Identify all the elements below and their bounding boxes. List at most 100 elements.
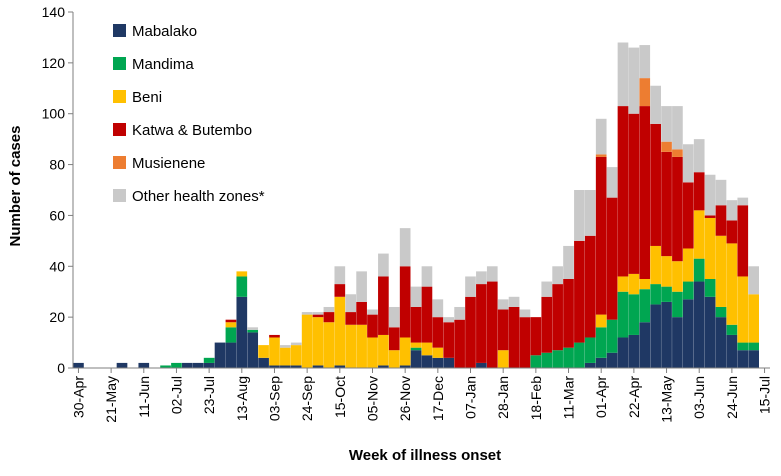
bar-segment-mandima-week-15: [236, 276, 248, 297]
bar-segment-katwa-butembo-week-30: [399, 266, 411, 338]
bar-segment-mabalako-week-49: [606, 352, 618, 368]
bar-segment-beni-week-27: [367, 337, 378, 368]
bar-segment-katwa-butembo-week-26: [356, 301, 367, 325]
bar-segment-beni-week-26: [356, 324, 367, 368]
bar-segment-other-health-zones-week-56: [682, 144, 694, 183]
legend-label: Other health zones*: [132, 188, 265, 205]
y-tick-label: 140: [42, 4, 66, 20]
bar-segment-mabalako-week-34: [443, 357, 455, 368]
bar-segment-other-health-zones-week-58: [704, 174, 716, 216]
bar-segment-katwa-butembo-week-37: [476, 284, 487, 363]
bar-segment-mabalako-week-14: [225, 342, 237, 368]
x-tick-label: 17-Dec: [430, 376, 446, 421]
bar-segment-mabalako-week-50: [617, 337, 629, 368]
bar-segment-mabalako-week-47: [584, 362, 596, 368]
bar-segment-mabalako-week-48: [595, 357, 607, 368]
bar-segment-beni-week-22: [312, 317, 324, 366]
legend-label: Mabalako: [132, 23, 197, 40]
bar-segment-mabalako-week-54: [661, 301, 672, 368]
bar-segment-beni-week-21: [301, 314, 313, 368]
bar-segment-katwa-butembo-week-24: [334, 284, 346, 297]
bar-segment-mabalako-week-13: [214, 342, 226, 368]
bar-segment-katwa-butembo-week-60: [726, 220, 738, 244]
axes-group: 0 20 40 60 80 100 120 140 30-Apr 21-May 11-Jun 02-J…: [42, 4, 773, 423]
bar-segment-beni-week-25: [345, 324, 357, 368]
bar-segment-mabalako-week-20: [290, 365, 302, 368]
x-tick-label: 23-Jul: [201, 376, 217, 414]
legend-swatch-musienene: [113, 156, 126, 169]
bar-segment-other-health-zones-week-55: [672, 106, 683, 150]
bar-segment-katwa-butembo-week-55: [672, 156, 683, 262]
bar-segment-beni-week-56: [682, 248, 694, 282]
bar-segment-mandima-week-62: [748, 342, 759, 351]
bar-segment-mandima-week-60: [726, 324, 738, 335]
bar-segment-mabalako-week-62: [748, 350, 759, 368]
bar-segment-mabalako-week-28: [378, 365, 389, 368]
bar-segment-katwa-butembo-week-54: [661, 151, 672, 257]
bar-segment-other-health-zones-week-23: [323, 306, 335, 313]
x-tick-label: 03-Sep: [266, 376, 282, 421]
bar-segment-beni-week-23: [323, 322, 335, 368]
bar-segment-other-health-zones-week-46: [574, 190, 585, 241]
x-tick-label: 18-Feb: [528, 376, 544, 421]
bar-segment-mandima-week-48: [595, 327, 607, 358]
bar-segment-beni-week-53: [650, 245, 661, 285]
legend-swatch-other-health-zones: [113, 189, 126, 202]
bar-segment-mabalako-week-57: [693, 281, 705, 368]
bar-segment-mabalako-week-18: [269, 365, 280, 368]
bar-segment-mabalako-week-53: [650, 304, 661, 368]
bar-segment-katwa-butembo-week-25: [345, 312, 357, 325]
bar-segment-beni-week-14: [225, 322, 237, 328]
bar-segment-beni-week-59: [715, 235, 727, 307]
x-tick-label: 26-Nov: [397, 376, 413, 421]
bar-segment-musienene-week-48: [595, 154, 607, 157]
bar-segment-katwa-butembo-week-40: [508, 306, 520, 368]
x-tick-label: 02-Jul: [168, 376, 184, 414]
bar-segment-mandima-week-12: [203, 357, 215, 363]
bar-segment-katwa-butembo-week-36: [465, 296, 476, 368]
bar-segment-beni-week-48: [595, 314, 607, 328]
bar-segment-mabalako-week-17: [258, 357, 269, 368]
bar-segment-mandima-week-44: [552, 350, 563, 368]
x-tick-label: 28-Jan: [495, 376, 511, 419]
bars-group: [73, 42, 759, 368]
bar-segment-mabalako-week-11: [192, 362, 204, 368]
y-tick-label: 60: [49, 207, 65, 223]
bar-segment-mabalako-week-33: [432, 357, 444, 368]
bar-segment-katwa-butembo-week-51: [628, 113, 640, 274]
bar-segment-mandima-week-42: [530, 355, 542, 368]
bar-segment-mabalako-week-52: [639, 322, 651, 368]
bar-segment-other-health-zones-week-50: [617, 42, 629, 107]
bar-segment-beni-week-39: [497, 350, 509, 368]
bar-segment-mabalako-week-19: [280, 365, 291, 368]
bar-segment-other-health-zones-week-59: [715, 179, 727, 206]
bar-segment-katwa-butembo-week-35: [454, 319, 465, 368]
bar-segment-musienene-week-55: [672, 149, 683, 157]
x-tick-label: 07-Jan: [463, 376, 479, 419]
bar-segment-katwa-butembo-week-14: [225, 319, 237, 323]
bar-segment-beni-week-20: [290, 345, 302, 366]
bar-segment-katwa-butembo-week-50: [617, 106, 629, 277]
bar-segment-mabalako-week-24: [334, 365, 346, 368]
bar-segment-katwa-butembo-week-58: [704, 215, 716, 218]
bar-segment-mandima-week-46: [574, 342, 585, 368]
bar-segment-beni-week-19: [280, 347, 291, 366]
bar-segment-katwa-butembo-week-29: [388, 327, 400, 351]
bar-segment-mandima-week-31: [410, 347, 422, 351]
bar-segment-mabalako-week-22: [312, 365, 324, 368]
bar-segment-mandima-week-51: [628, 294, 640, 335]
legend-swatch-katwa-butembo: [113, 123, 126, 136]
bar-segment-mandima-week-16: [247, 329, 259, 333]
bar-segment-other-health-zones-week-39: [497, 299, 509, 310]
y-tick-label: 40: [49, 258, 65, 274]
bar-segment-katwa-butembo-week-46: [574, 240, 585, 343]
bar-segment-beni-week-31: [410, 342, 422, 348]
bar-segment-mandima-week-8: [160, 365, 171, 368]
bar-segment-other-health-zones-week-19: [280, 345, 291, 348]
bar-segment-katwa-butembo-week-38: [486, 281, 498, 368]
bar-segment-musienene-week-52: [639, 78, 651, 107]
bar-segment-other-health-zones-week-52: [639, 45, 651, 79]
bar-segment-mandima-week-43: [541, 352, 553, 368]
bar-segment-katwa-butembo-week-18: [269, 334, 280, 338]
